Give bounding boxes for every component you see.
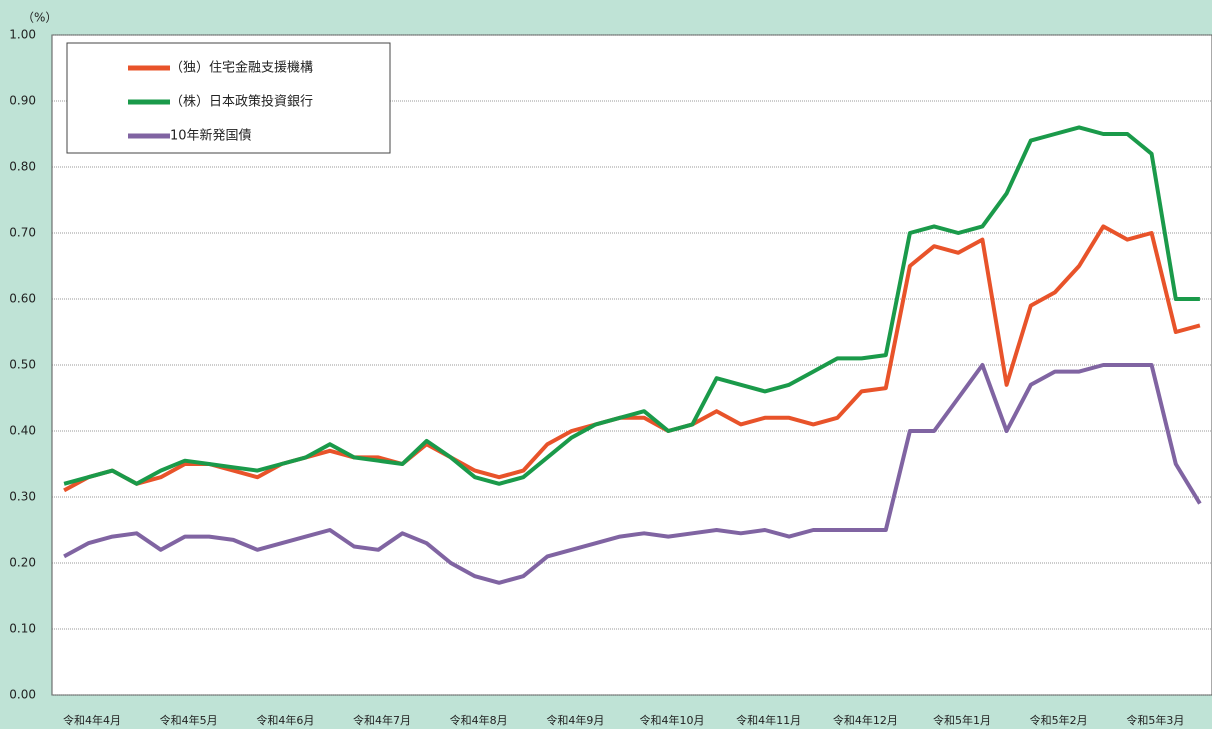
legend-label: （独）住宅金融支援機構 bbox=[170, 60, 313, 76]
x-tick-label: 令和4年11月 bbox=[736, 713, 801, 727]
x-tick-label: 令和5年1月 bbox=[933, 713, 991, 727]
series-line bbox=[63, 363, 1202, 585]
x-tick-label: 令和4年12月 bbox=[833, 713, 898, 727]
x-tick-label: 令和4年9月 bbox=[546, 713, 604, 727]
x-tick-label: 令和4年5月 bbox=[160, 713, 218, 727]
legend-label: 10年新発国債 bbox=[170, 128, 252, 144]
y-tick-label: 0.10 bbox=[9, 622, 36, 636]
y-tick-label: 0.80 bbox=[9, 160, 36, 174]
y-tick-label: 0.00 bbox=[9, 688, 36, 702]
x-tick-label: 令和4年8月 bbox=[450, 713, 508, 727]
y-tick-label: 0.70 bbox=[9, 226, 36, 240]
y-tick-label: 0.90 bbox=[9, 94, 36, 108]
series-line bbox=[63, 125, 1200, 486]
x-tick-label: 令和4年4月 bbox=[63, 713, 121, 727]
x-tick-label: 令和5年2月 bbox=[1030, 713, 1088, 727]
y-tick-label: 1.00 bbox=[9, 28, 36, 42]
x-tick-label: 令和5年3月 bbox=[1126, 713, 1184, 727]
y-tick-label: 0.40 bbox=[9, 424, 36, 438]
y-tick-label: 0.60 bbox=[9, 292, 36, 306]
series-line bbox=[63, 224, 1201, 493]
x-tick-label: 令和4年7月 bbox=[353, 713, 411, 727]
legend-label: （株）日本政策投資銀行 bbox=[170, 94, 313, 110]
x-tick-label: 令和4年10月 bbox=[640, 713, 705, 727]
y-tick-label: 0.20 bbox=[9, 556, 36, 570]
y-tick-label: 0.50 bbox=[9, 358, 36, 372]
x-tick-label: 令和4年6月 bbox=[256, 713, 314, 727]
y-tick-label: 0.30 bbox=[9, 490, 36, 504]
legend-box bbox=[66, 42, 391, 154]
y-axis-label: （%） bbox=[22, 11, 57, 25]
